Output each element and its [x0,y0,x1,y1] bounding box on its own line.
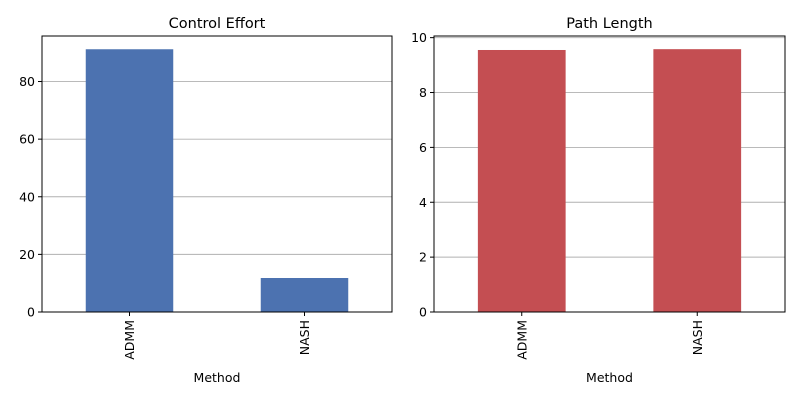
x-axis-label: Method [586,370,633,385]
chart-title: Control Effort [169,16,266,32]
y-tick-label: 0 [27,305,35,320]
y-tick-label: 20 [19,247,35,262]
y-tick-label: 40 [19,189,35,204]
y-tick-label: 4 [419,195,427,210]
x-tick-label: NASH [297,320,312,355]
y-tick-label: 0 [419,305,427,320]
bar-nash [653,49,742,313]
y-tick-label: 80 [19,74,35,89]
x-tick-label: NASH [690,320,705,355]
bar-nash [260,278,349,312]
y-tick-label: 8 [419,85,427,100]
y-tick-label: 10 [411,30,427,45]
x-tick-label: ADMM [514,320,529,360]
y-tick-label: 6 [419,140,427,155]
bar-admm [85,49,174,312]
path-length-chart: Path Length Method 0 2 4 6 8 10 ADMM NASH [411,16,786,385]
bar-admm [477,49,566,313]
y-tick-label: 60 [19,132,35,147]
y-tick-label: 2 [419,250,427,265]
chart-title: Path Length [566,16,652,32]
plot-frame [433,35,786,313]
x-tick-label: ADMM [122,320,137,360]
plot-frame [41,35,393,313]
x-axis-label: Method [194,370,241,385]
control-effort-chart: Control Effort Method 0 20 40 60 80 ADMM NASH [19,16,393,385]
